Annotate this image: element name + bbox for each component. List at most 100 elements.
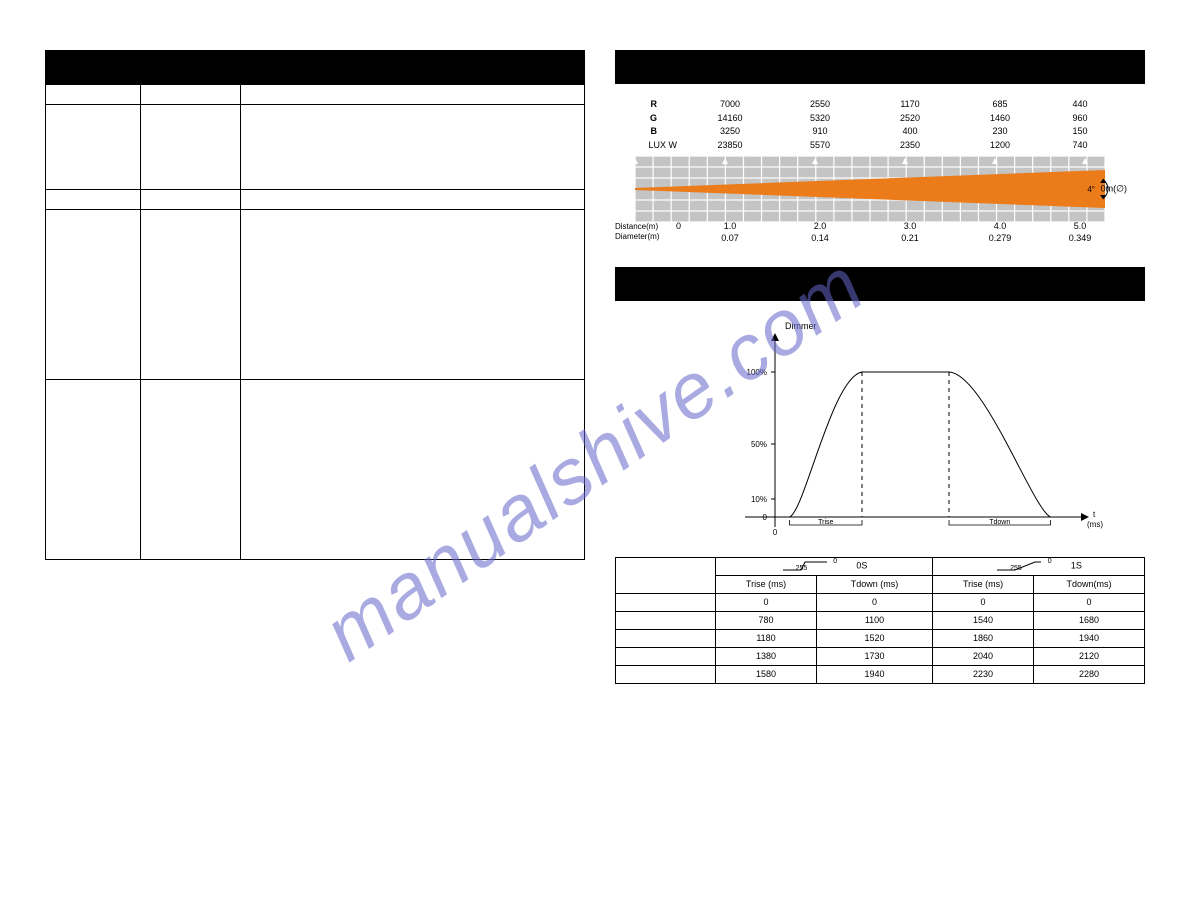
row-header <box>616 647 716 665</box>
step-header-1s: 0 255 1S <box>933 557 1145 575</box>
lux-value: 5320 <box>775 112 865 126</box>
lux-value: 5570 <box>775 139 865 153</box>
lux-value: 740 <box>1045 139 1115 153</box>
table-row: 0000 <box>616 593 1145 611</box>
dimmer-timing-table: 0 255 0S 0 255 1S Trise (ms) Tdown (ms) … <box>615 557 1145 684</box>
dimmer-curve-chart: Dimmer 100% 50% 10% 0 <box>615 317 1145 547</box>
row-label: G <box>615 112 685 126</box>
table-row: 0 255 0S 0 255 1S <box>616 557 1145 575</box>
row-header <box>616 611 716 629</box>
svg-text:4°: 4° <box>1087 185 1095 194</box>
row-label: B <box>615 125 685 139</box>
lux-value: 685 <box>955 98 1045 112</box>
table-row: 780110015401680 <box>616 611 1145 629</box>
timing-value: 1860 <box>933 629 1034 647</box>
table-row: 1380173020402120 <box>616 647 1145 665</box>
timing-value: 2120 <box>1034 647 1145 665</box>
row-header <box>616 593 716 611</box>
lux-value: 3250 <box>685 125 775 139</box>
col-header: Trise (ms) <box>933 575 1034 593</box>
beam-axis-labels: Distance(m) Diameter(m) <box>615 222 659 243</box>
timing-value: 0 <box>816 593 932 611</box>
duration-label: 1S <box>1071 561 1082 571</box>
table-row <box>46 190 585 210</box>
lux-value: 2350 <box>865 139 955 153</box>
timing-value: 1680 <box>1034 611 1145 629</box>
distance-label: Distance(m) <box>615 222 659 232</box>
row-header <box>616 629 716 647</box>
svg-text:50%: 50% <box>751 440 767 449</box>
lux-value: 2520 <box>865 112 955 126</box>
svg-text:(ms): (ms) <box>1087 520 1103 529</box>
step-to: 255 <box>796 565 808 572</box>
step-header-0s: 0 255 0S <box>716 557 933 575</box>
timing-value: 1940 <box>1034 629 1145 647</box>
svg-text:0: 0 <box>773 528 778 537</box>
svg-text:Trise: Trise <box>818 519 833 526</box>
timing-value: 1380 <box>716 647 817 665</box>
lux-value: 910 <box>775 125 865 139</box>
photometric-row-w: LUX W 23850 5570 2350 1200 740 <box>615 139 1145 153</box>
lux-value: 400 <box>865 125 955 139</box>
photometric-row-g: G 14160 5320 2520 1460 960 <box>615 112 1145 126</box>
lux-value: 2550 <box>775 98 865 112</box>
timing-value: 1940 <box>816 665 932 683</box>
lux-value: 1170 <box>865 98 955 112</box>
left-section-header-bar <box>45 50 585 84</box>
duration-label: 0S <box>856 561 867 571</box>
photometric-row-b: B 3250 910 400 230 150 <box>615 125 1145 139</box>
table-row: 1580194022302280 <box>616 665 1145 683</box>
table-row: 1180152018601940 <box>616 629 1145 647</box>
photometric-row-r: R 7000 2550 1170 685 440 <box>615 98 1145 112</box>
lux-value: 1460 <box>955 112 1045 126</box>
step-from: 0 <box>1048 558 1052 565</box>
timing-value: 1520 <box>816 629 932 647</box>
timing-value: 2230 <box>933 665 1034 683</box>
timing-value: 0 <box>1034 593 1145 611</box>
dimmer-header-bar <box>615 267 1145 301</box>
timing-value: 2040 <box>933 647 1034 665</box>
beam-right-label: 0m(∅) <box>1101 184 1127 195</box>
svg-text:100%: 100% <box>747 368 767 377</box>
row-label: LUX W <box>615 139 685 153</box>
step-from: 0 <box>833 558 837 565</box>
lux-value: 440 <box>1045 98 1115 112</box>
dimmer-curve-section: Dimmer 100% 50% 10% 0 <box>615 267 1145 684</box>
lux-value: 7000 <box>685 98 775 112</box>
lux-value: 1200 <box>955 139 1045 153</box>
timing-value: 2280 <box>1034 665 1145 683</box>
table-row <box>46 210 585 380</box>
col-header: Trise (ms) <box>716 575 817 593</box>
row-header <box>616 665 716 683</box>
svg-text:Dimmer: Dimmer <box>785 321 817 331</box>
diameter-label: Diameter(m) <box>615 232 659 242</box>
timing-value: 1580 <box>716 665 817 683</box>
svg-text:Tdown: Tdown <box>989 519 1010 526</box>
svg-text:10%: 10% <box>751 495 767 504</box>
lux-value: 230 <box>955 125 1045 139</box>
table-row <box>46 85 585 105</box>
photometric-header-bar <box>615 50 1145 84</box>
timing-value: 1100 <box>816 611 932 629</box>
right-page: R 7000 2550 1170 685 440 G 14160 5320 25… <box>615 50 1145 684</box>
lux-value: 23850 <box>685 139 775 153</box>
left-page <box>45 50 585 560</box>
step-to: 255 <box>1010 565 1022 572</box>
lux-value: 14160 <box>685 112 775 126</box>
timing-value: 0 <box>716 593 817 611</box>
lux-value: 150 <box>1045 125 1115 139</box>
svg-text:0: 0 <box>763 513 768 522</box>
lux-value: 960 <box>1045 112 1115 126</box>
timing-value: 1730 <box>816 647 932 665</box>
table-row <box>46 380 585 560</box>
timing-value: 1180 <box>716 629 817 647</box>
left-spec-table <box>45 84 585 560</box>
svg-text:t: t <box>1093 510 1096 519</box>
timing-value: 0 <box>933 593 1034 611</box>
timing-value: 1540 <box>933 611 1034 629</box>
row-label: R <box>615 98 685 112</box>
timing-value: 780 <box>716 611 817 629</box>
photometric-block: R 7000 2550 1170 685 440 G 14160 5320 25… <box>615 98 1145 243</box>
col-header: Tdown(ms) <box>1034 575 1145 593</box>
beam-spread-diagram: 4° 0m(∅) <box>615 156 1123 222</box>
